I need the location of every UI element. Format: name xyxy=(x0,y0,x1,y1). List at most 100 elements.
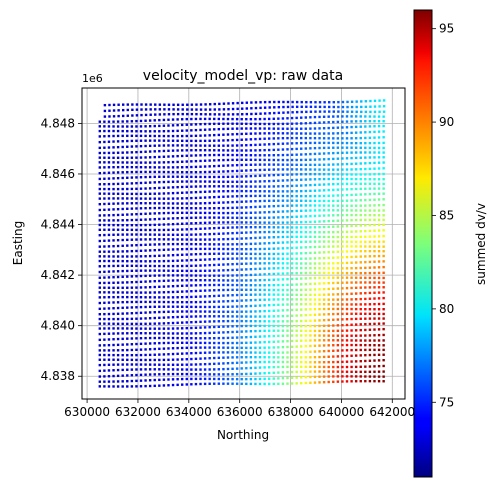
data-point xyxy=(235,144,239,147)
data-point xyxy=(226,117,230,121)
data-point xyxy=(240,175,243,178)
data-point xyxy=(139,125,143,128)
data-point xyxy=(245,336,248,339)
data-point xyxy=(116,129,120,133)
data-point xyxy=(121,244,124,248)
data-point xyxy=(98,338,101,342)
data-point xyxy=(254,174,257,178)
data-point xyxy=(258,356,262,359)
data-point xyxy=(103,259,106,263)
data-point xyxy=(304,141,308,145)
data-point xyxy=(162,170,166,174)
data-point xyxy=(286,320,289,323)
data-point xyxy=(350,125,353,129)
data-point xyxy=(240,132,243,136)
data-point xyxy=(162,155,166,158)
data-point xyxy=(185,321,188,324)
data-point xyxy=(203,175,207,179)
data-point xyxy=(167,322,170,325)
data-point xyxy=(327,121,330,124)
data-point xyxy=(327,225,330,229)
data-point xyxy=(313,293,317,297)
data-point xyxy=(336,182,340,186)
data-point xyxy=(336,276,340,279)
data-point xyxy=(318,158,321,161)
data-point xyxy=(345,131,349,135)
data-point xyxy=(309,231,312,234)
data-point xyxy=(382,333,385,337)
data-point xyxy=(194,264,198,267)
data-point xyxy=(222,195,225,198)
data-point xyxy=(162,233,166,236)
data-point xyxy=(286,158,289,162)
data-point xyxy=(226,283,230,287)
data-point xyxy=(267,168,271,171)
data-point xyxy=(162,248,166,251)
data-point xyxy=(103,344,106,347)
data-point xyxy=(249,372,253,375)
data-point xyxy=(359,136,362,140)
data-point xyxy=(341,188,344,191)
data-point xyxy=(332,151,335,155)
data-point xyxy=(336,194,340,197)
data-point xyxy=(368,353,372,357)
data-point xyxy=(107,161,111,164)
data-point xyxy=(222,238,225,241)
data-point xyxy=(181,336,184,340)
data-point xyxy=(176,315,179,319)
data-point xyxy=(277,221,280,224)
data-point xyxy=(181,269,184,273)
data-point xyxy=(359,230,362,233)
data-point xyxy=(213,252,216,255)
data-point xyxy=(208,274,211,277)
data-point xyxy=(203,305,207,309)
data-point xyxy=(199,357,202,360)
data-point xyxy=(309,121,312,125)
data-point xyxy=(364,151,367,154)
data-point xyxy=(272,194,275,198)
data-point xyxy=(368,130,372,134)
data-point xyxy=(176,202,179,205)
data-point xyxy=(300,153,303,156)
data-point xyxy=(304,147,308,150)
grid-lines xyxy=(82,88,405,399)
data-point xyxy=(364,173,367,176)
data-point xyxy=(167,161,170,164)
data-point xyxy=(322,307,326,311)
data-point xyxy=(126,197,129,200)
data-point xyxy=(309,308,312,311)
data-point xyxy=(139,296,143,299)
data-point xyxy=(240,336,243,339)
data-point xyxy=(103,156,106,159)
data-point xyxy=(103,349,106,352)
data-point xyxy=(377,187,381,190)
data-point xyxy=(327,157,330,161)
data-point xyxy=(277,377,280,380)
data-point xyxy=(213,149,216,152)
data-point xyxy=(190,144,193,147)
data-point xyxy=(350,219,353,222)
data-point xyxy=(213,263,216,267)
data-point xyxy=(158,347,161,351)
data-point xyxy=(98,380,101,383)
data-point xyxy=(226,356,230,359)
data-point xyxy=(286,241,289,244)
data-point xyxy=(313,319,317,322)
data-point xyxy=(139,156,143,159)
data-point xyxy=(185,247,188,251)
data-point xyxy=(345,213,349,217)
data-point xyxy=(341,303,344,306)
data-point xyxy=(336,375,340,378)
data-point xyxy=(345,349,349,352)
data-point xyxy=(226,310,230,313)
data-point xyxy=(263,315,266,318)
data-point xyxy=(318,177,321,181)
data-point xyxy=(295,122,298,125)
data-point xyxy=(382,161,385,164)
data-point xyxy=(327,115,330,118)
data-point xyxy=(130,228,134,232)
data-point xyxy=(272,283,275,287)
data-point xyxy=(313,115,317,119)
data-point xyxy=(295,314,298,317)
data-point xyxy=(327,173,330,176)
